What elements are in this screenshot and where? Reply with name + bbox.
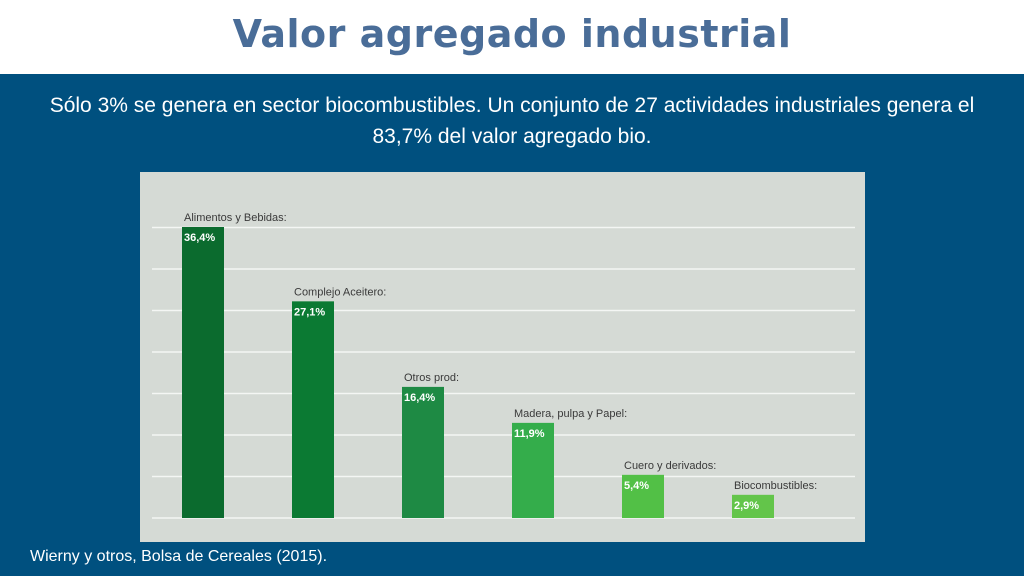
slide-title: Valor agregado industrial xyxy=(232,12,792,56)
chart-panel: 36,4% Alimentos y Bebidas: 27,1% Complejo A… xyxy=(140,172,865,542)
bar xyxy=(292,301,334,518)
bar xyxy=(512,422,554,518)
category-label: Biocombustibles: xyxy=(734,480,817,492)
bar xyxy=(402,386,444,518)
bar xyxy=(732,494,774,518)
category-label: Madera, pulpa y Papel: xyxy=(514,408,627,420)
bar-value-label: 36,4% xyxy=(184,232,215,244)
bar xyxy=(182,227,224,518)
bar-chart: 36,4% Alimentos y Bebidas: 27,1% Complejo A… xyxy=(152,212,855,519)
bar-value-label: 11,9% xyxy=(514,428,545,440)
category-label: Otros prod: xyxy=(404,372,459,384)
category-label: Complejo Aceitero: xyxy=(294,286,386,298)
bar xyxy=(622,474,664,518)
source-citation: Wierny y otros, Bolsa de Cereales (2015)… xyxy=(30,548,328,565)
bar-value-label: 2,9% xyxy=(734,500,759,512)
bar-value-label: 5,4% xyxy=(624,480,649,492)
title-bar: Valor agregado industrial xyxy=(0,0,1024,74)
category-label: Alimentos y Bebidas: xyxy=(184,212,287,224)
slide-subtitle: Sólo 3% se genera en sector biocombustib… xyxy=(49,94,975,148)
category-label: Cuero y derivados: xyxy=(624,460,716,472)
bar-value-label: 16,4% xyxy=(404,392,435,404)
bar-value-label: 27,1% xyxy=(294,306,325,318)
